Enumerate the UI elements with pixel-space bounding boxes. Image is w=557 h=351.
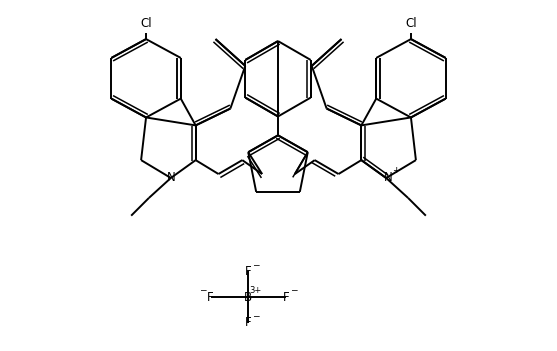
Text: N: N — [384, 172, 393, 185]
Text: −: − — [252, 311, 260, 320]
Text: F: F — [282, 291, 289, 304]
Text: −: − — [290, 286, 297, 294]
Text: 3+: 3+ — [249, 286, 261, 294]
Text: −: − — [199, 286, 206, 294]
Text: F: F — [207, 291, 214, 304]
Text: B: B — [244, 291, 252, 304]
Text: Cl: Cl — [140, 17, 152, 30]
Text: Cl: Cl — [405, 17, 417, 30]
Text: F: F — [245, 316, 252, 329]
Text: +: + — [392, 166, 400, 174]
Text: F: F — [245, 265, 252, 278]
Text: −: − — [252, 260, 260, 269]
Text: N: N — [167, 172, 175, 185]
